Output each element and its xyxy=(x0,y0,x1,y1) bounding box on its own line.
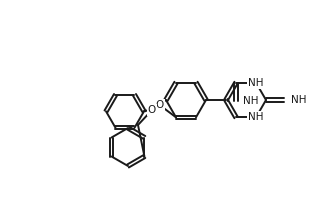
Text: N: N xyxy=(252,112,260,122)
Text: NH: NH xyxy=(243,96,259,106)
Text: O: O xyxy=(148,105,156,115)
Text: NH: NH xyxy=(248,112,264,122)
Text: NH: NH xyxy=(248,78,264,88)
Text: NH: NH xyxy=(291,95,307,105)
Text: O: O xyxy=(156,100,164,110)
Text: N: N xyxy=(252,78,260,88)
